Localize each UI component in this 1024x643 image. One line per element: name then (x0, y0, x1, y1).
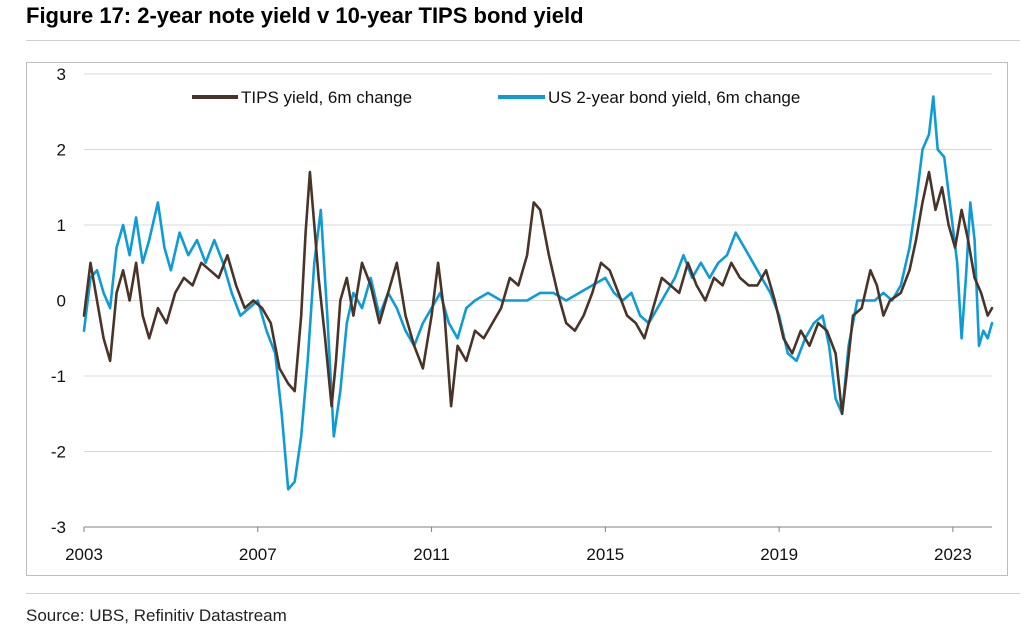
y-tick-label: -1 (51, 367, 66, 386)
legend-label: TIPS yield, 6m change (241, 88, 412, 107)
x-tick-label: 2019 (760, 545, 798, 564)
y-tick-label: -3 (51, 518, 66, 537)
y-tick-label: 3 (57, 65, 66, 84)
x-tick-label: 2007 (239, 545, 277, 564)
y-tick-label: 1 (57, 216, 66, 235)
series-line-tips (82, 170, 994, 416)
x-tick-label: 2015 (586, 545, 624, 564)
y-tick-label: 0 (57, 292, 66, 311)
series-line-us2y (82, 95, 994, 491)
title-divider (26, 40, 1020, 41)
x-tick-label: 2023 (934, 545, 972, 564)
figure-title: Figure 17: 2-year note yield v 10-year T… (26, 3, 584, 28)
x-tick-label: 2003 (65, 545, 103, 564)
legend-item-us2y: US 2-year bond yield, 6m change (498, 88, 800, 107)
x-axis-ticks: 2003 2007 2011 2015 2019 2023 (65, 527, 972, 564)
y-axis-ticks: 3 2 1 0 -1 -2 -3 (51, 65, 66, 537)
source-note: Source: UBS, Refinitiv Datastream (26, 606, 287, 625)
gridlines (84, 73, 992, 528)
legend: TIPS yield, 6m change US 2-year bond yiel… (192, 88, 800, 107)
series-lines (82, 95, 994, 491)
footer-divider (26, 593, 1020, 594)
y-tick-label: 2 (57, 141, 66, 160)
legend-label: US 2-year bond yield, 6m change (548, 88, 800, 107)
legend-item-tips: TIPS yield, 6m change (192, 88, 412, 107)
x-tick-label: 2011 (413, 545, 450, 564)
chart-frame (26, 62, 1008, 576)
y-tick-label: -2 (51, 443, 66, 462)
